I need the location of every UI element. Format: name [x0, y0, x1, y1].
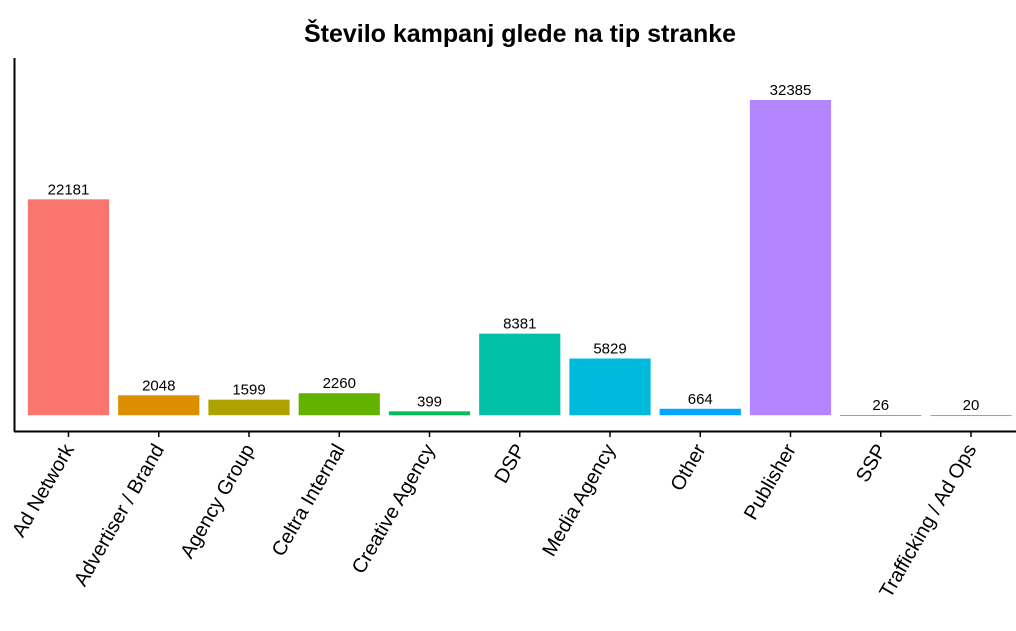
x-tick-label: Other	[667, 440, 711, 495]
x-tick-label: Publisher	[740, 440, 801, 524]
x-tick-label: Trafficking / Ad Ops	[876, 441, 982, 602]
bar	[930, 415, 1012, 417]
bar	[27, 199, 110, 416]
value-label: 8381	[503, 316, 536, 333]
x-tick-label: DSP	[490, 441, 530, 488]
x-tick-label: Advertiser / Brand	[70, 441, 169, 591]
x-tick-label: Celtra Internal	[268, 441, 350, 561]
bar	[479, 333, 561, 416]
bar	[298, 393, 380, 416]
value-label: 2048	[142, 377, 175, 394]
x-tick-label: SSP	[852, 441, 891, 487]
chart-title: Število kampanj glede na tip stranke	[304, 18, 736, 48]
bar	[840, 414, 922, 416]
value-label: 20	[963, 397, 980, 414]
bar	[388, 411, 471, 416]
value-label: 2260	[323, 375, 356, 392]
bar	[749, 100, 832, 416]
value-label: 26	[872, 397, 889, 414]
bar	[569, 358, 651, 416]
value-label: 5829	[593, 341, 626, 358]
bar	[208, 399, 290, 416]
x-tick-label: Ad Network	[8, 440, 79, 541]
value-label: 664	[688, 391, 713, 408]
value-label: 22181	[48, 181, 90, 198]
value-label: 32385	[770, 82, 812, 99]
x-tick-label: Creative Agency	[348, 441, 440, 578]
value-label: 1599	[232, 382, 265, 399]
x-tick-label: Agency Group	[176, 441, 259, 563]
value-label: 399	[417, 393, 442, 410]
x-tick-label: Media Agency	[538, 441, 620, 561]
bar	[659, 408, 741, 416]
bar	[118, 395, 200, 416]
